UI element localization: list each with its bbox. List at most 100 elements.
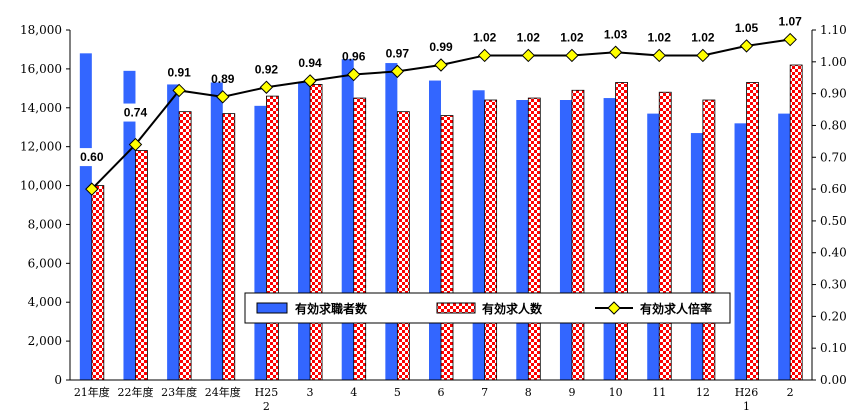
left-tick-label: 18,000 — [20, 23, 62, 37]
right-tick-label: 0.90 — [820, 87, 847, 101]
ratio-label-background — [119, 103, 152, 122]
ratio-data-label: 1.02 — [517, 30, 541, 44]
right-tick-label: 0.70 — [820, 150, 847, 164]
bar-job-openings — [440, 115, 454, 381]
right-tick-label: 0.20 — [820, 309, 847, 323]
ratio-label-background — [75, 148, 108, 167]
right-tick-label: 1.00 — [820, 55, 847, 69]
ratio-marker — [477, 48, 492, 63]
bar-job-openings — [527, 97, 541, 381]
legend-label-job-seekers: 有効求職者数 — [295, 301, 368, 316]
ratio-marker — [521, 48, 536, 63]
ratio-data-label: 1.02 — [560, 30, 584, 44]
ratio-data-label: 0.94 — [298, 56, 322, 70]
left-axis: 0 2,000 4,000 6,000 8,000 10,000 12,000 14,000 1… — [20, 23, 71, 387]
bar-job-openings — [702, 99, 716, 381]
ratio-marker — [783, 32, 797, 47]
bar-job-seekers — [559, 100, 572, 380]
right-axis: 0.00 0.10 0.20 0.30 0.40 0.50 0.60 0.70 0.80 0.90… — [811, 23, 847, 387]
bar-job-seekers — [254, 105, 267, 380]
left-tick-label: 6,000 — [28, 256, 62, 270]
left-tick-label: 10,000 — [20, 179, 62, 193]
ratio-marker — [346, 67, 361, 82]
ratio-marker — [565, 48, 579, 63]
bar-job-openings — [658, 91, 672, 381]
bar-job-openings — [484, 99, 498, 381]
legend-swatch-job-seekers — [256, 302, 288, 314]
x-tick-label: 12 — [696, 386, 710, 399]
x-tick-label: 7 — [481, 386, 488, 399]
legend-marker-ratio — [607, 301, 621, 315]
ratio-data-label: 1.03 — [604, 27, 628, 41]
left-tick-label: 8,000 — [28, 217, 62, 231]
bar-job-openings — [135, 150, 148, 381]
legend-label-ratio: 有効求人倍率 — [640, 301, 712, 316]
x-tick-label: 5 — [394, 386, 401, 399]
bar-job-openings — [396, 111, 410, 381]
bar-job-openings — [615, 82, 628, 381]
ratio-marker — [259, 80, 274, 94]
ratio-data-label: 0.92 — [255, 62, 279, 76]
bar-job-seekers — [429, 80, 441, 381]
legend: 有効求職者数 有効求人数 有効求人倍率 — [244, 292, 731, 324]
ratio-marker — [85, 182, 99, 196]
right-tick-label: 0.10 — [820, 341, 847, 355]
ratio-data-label: 0.99 — [429, 40, 453, 54]
bar-job-seekers — [472, 90, 485, 381]
bar-job-openings — [222, 113, 236, 381]
x-tick-label: 11 — [652, 386, 666, 399]
ratio-marker — [696, 48, 710, 63]
ratio-marker — [172, 83, 186, 98]
right-tick-label: 0.50 — [820, 214, 847, 228]
bar-job-openings — [178, 111, 192, 381]
ratio-marker — [303, 74, 317, 88]
bar-job-seekers — [516, 100, 529, 380]
legend-label-job-openings: 有効求人数 — [482, 301, 543, 316]
ratio-data-label: 0.74 — [124, 106, 148, 120]
bar-job-seekers — [778, 113, 791, 380]
x-tick-label: 10 — [609, 386, 623, 399]
ratio-marker — [608, 45, 623, 59]
bar-job-seekers — [298, 82, 311, 380]
bar-job-openings — [789, 64, 803, 381]
x-tick-label: 3 — [307, 386, 314, 399]
bar-job-openings — [309, 84, 323, 381]
x-tick-sublabel: 1 — [743, 400, 750, 413]
ratio-marker — [434, 58, 448, 72]
left-tick-label: 4,000 — [28, 295, 62, 309]
right-tick-label: 0.60 — [820, 182, 847, 196]
left-tick-label: 16,000 — [20, 62, 62, 76]
ratio-data-label: 1.05 — [735, 21, 759, 35]
x-tick-label: 24年度 — [205, 385, 241, 399]
bar-job-openings — [571, 89, 585, 381]
bar-job-seekers — [690, 133, 703, 380]
x-tick-label: 4 — [350, 386, 357, 399]
bar-job-seekers — [79, 53, 92, 380]
right-tick-label: 0.00 — [820, 373, 847, 387]
bar-job-seekers — [123, 70, 136, 380]
left-tick-label: 14,000 — [20, 101, 62, 115]
ratio-data-label: 0.96 — [342, 50, 366, 64]
bar-job-seekers — [385, 63, 398, 381]
bar-job-seekers — [167, 84, 180, 380]
right-tick-label: 0.40 — [820, 246, 847, 260]
bar-job-seekers — [647, 113, 660, 380]
ratio-data-label: 0.97 — [386, 46, 410, 60]
bar-job-openings — [353, 97, 367, 381]
ratio-marker — [216, 90, 230, 104]
ratio-data-label: 1.07 — [778, 15, 802, 29]
ratio-data-label: 0.60 — [80, 150, 104, 164]
right-tick-label: 1.10 — [820, 23, 847, 37]
ratio-data-label: 1.02 — [648, 30, 672, 44]
legend-box — [244, 292, 731, 324]
bar-job-seekers — [603, 98, 616, 381]
ratio-marker — [739, 39, 754, 53]
ratio-marker — [390, 64, 405, 79]
ratio-data-label: 0.89 — [211, 72, 235, 86]
x-tick-label: 21年度 — [74, 385, 110, 399]
ratio-line: 0.60 0.74 0.91 0.89 0.92 0.94 0.96 0.97 0.99 1.02… — [75, 15, 802, 196]
bar-job-openings — [266, 95, 279, 381]
x-tick-label: 23年度 — [161, 385, 197, 399]
